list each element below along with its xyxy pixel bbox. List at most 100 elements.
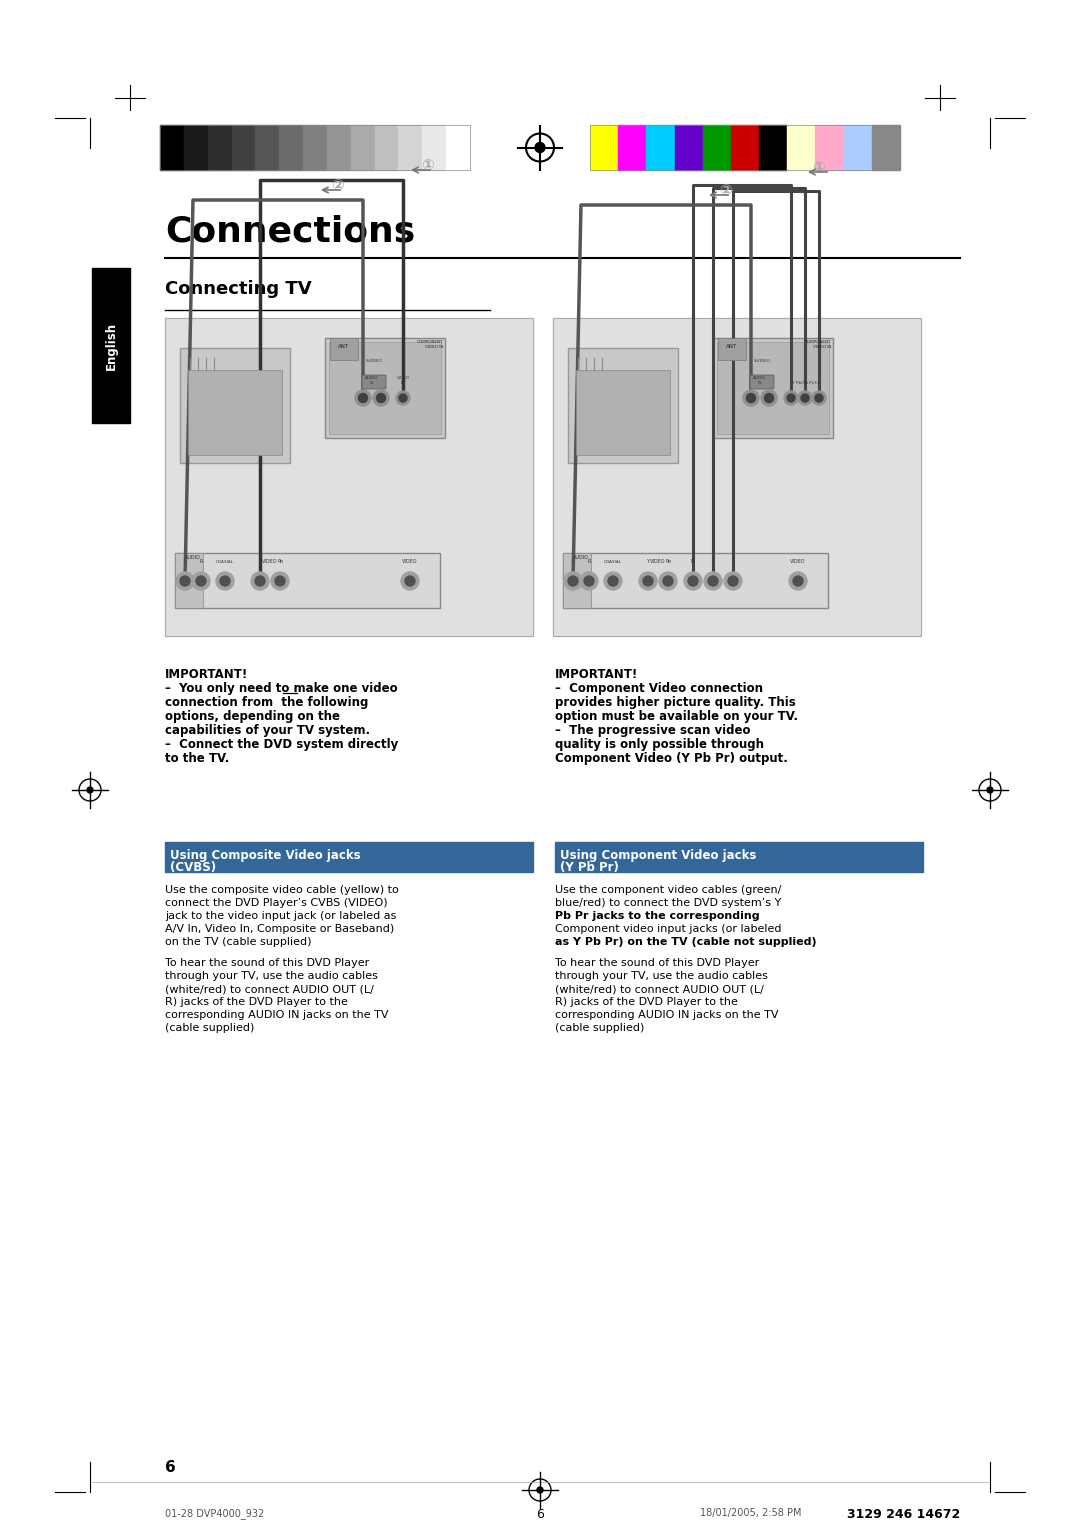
Bar — [165, 318, 534, 636]
Bar — [160, 125, 184, 170]
Circle shape — [580, 571, 598, 590]
Bar — [160, 125, 470, 170]
Circle shape — [608, 576, 618, 587]
Bar — [717, 342, 829, 434]
Circle shape — [798, 391, 812, 405]
Text: ②: ② — [332, 177, 345, 193]
Text: capabilities of your TV system.: capabilities of your TV system. — [165, 724, 370, 736]
Circle shape — [373, 390, 389, 406]
Circle shape — [815, 394, 823, 402]
Circle shape — [684, 571, 702, 590]
Text: ANT: ANT — [727, 344, 738, 348]
Bar — [759, 125, 787, 170]
Text: COAXIAL: COAXIAL — [216, 559, 234, 564]
Bar — [563, 553, 828, 608]
Circle shape — [688, 576, 698, 587]
Bar — [815, 125, 843, 170]
Circle shape — [275, 576, 285, 587]
Circle shape — [787, 394, 795, 402]
Bar — [703, 125, 731, 170]
Bar — [175, 553, 440, 608]
Bar — [92, 267, 130, 423]
Circle shape — [793, 576, 804, 587]
Text: Pb Pr jacks to the corresponding: Pb Pr jacks to the corresponding — [555, 911, 759, 921]
Circle shape — [724, 571, 742, 590]
Circle shape — [359, 394, 367, 402]
Circle shape — [987, 787, 993, 793]
Circle shape — [761, 390, 777, 406]
Circle shape — [87, 787, 93, 793]
Text: English: English — [105, 321, 118, 370]
Bar — [446, 125, 470, 170]
Text: Component Video (Y Pb Pr) output.: Component Video (Y Pb Pr) output. — [555, 752, 788, 766]
Circle shape — [812, 391, 826, 405]
Circle shape — [746, 394, 756, 402]
Text: S-VIDEO: S-VIDEO — [365, 359, 382, 364]
Text: (cable supplied): (cable supplied) — [165, 1024, 255, 1033]
Circle shape — [659, 571, 677, 590]
Text: connection from  the following: connection from the following — [165, 695, 368, 709]
Text: Y: Y — [647, 559, 649, 564]
Text: VIDEO
IN: VIDEO IN — [396, 376, 409, 385]
Text: blue/red) to connect the DVD system’s Y: blue/red) to connect the DVD system’s Y — [555, 898, 781, 908]
Text: VIDEO: VIDEO — [791, 559, 806, 564]
Text: COMPONENT
VIDEO IN: COMPONENT VIDEO IN — [417, 341, 443, 348]
Text: VIDEO: VIDEO — [650, 559, 665, 564]
Circle shape — [405, 576, 415, 587]
Text: ②: ② — [719, 183, 732, 199]
Circle shape — [801, 394, 809, 402]
Circle shape — [176, 571, 194, 590]
Text: options, depending on the: options, depending on the — [165, 711, 340, 723]
Bar — [718, 338, 746, 361]
Text: through your TV, use the audio cables: through your TV, use the audio cables — [555, 970, 768, 981]
Bar — [351, 125, 375, 170]
Circle shape — [568, 576, 578, 587]
Text: ANT: ANT — [338, 344, 350, 348]
Circle shape — [355, 390, 372, 406]
Text: ①: ① — [421, 157, 434, 173]
Circle shape — [192, 571, 210, 590]
Bar — [590, 125, 618, 170]
Text: Use the composite video cable (yellow) to: Use the composite video cable (yellow) t… — [165, 885, 399, 895]
Text: corresponding AUDIO IN jacks on the TV: corresponding AUDIO IN jacks on the TV — [165, 1010, 389, 1021]
Circle shape — [255, 576, 265, 587]
Text: Use the component video cables (green/: Use the component video cables (green/ — [555, 885, 781, 895]
Circle shape — [784, 391, 798, 405]
Text: R) jacks of the DVD Player to the: R) jacks of the DVD Player to the — [165, 996, 348, 1007]
Bar — [303, 125, 327, 170]
Bar — [207, 125, 231, 170]
Bar — [330, 338, 357, 361]
Text: AUDIO
IN: AUDIO IN — [365, 376, 379, 385]
Text: (white/red) to connect AUDIO OUT (L/: (white/red) to connect AUDIO OUT (L/ — [555, 984, 764, 995]
Circle shape — [180, 576, 190, 587]
Bar — [843, 125, 872, 170]
Bar — [675, 125, 703, 170]
Circle shape — [195, 576, 206, 587]
Text: VIDEO: VIDEO — [262, 559, 278, 564]
Text: 3129 246 14672: 3129 246 14672 — [847, 1508, 960, 1520]
FancyBboxPatch shape — [362, 374, 386, 390]
Bar — [280, 125, 303, 170]
Text: Pb: Pb — [276, 559, 283, 564]
Text: S-VIDEO: S-VIDEO — [754, 359, 770, 364]
Bar — [188, 370, 282, 455]
Text: –  Component Video connection: – Component Video connection — [555, 681, 762, 695]
Text: IMPORTANT!: IMPORTANT! — [555, 668, 638, 681]
Text: Using Component Video jacks: Using Component Video jacks — [561, 850, 756, 862]
Text: –  You only need to make one video: – You only need to make one video — [165, 681, 397, 695]
Text: AUDIO
IN: AUDIO IN — [754, 376, 767, 385]
Circle shape — [708, 576, 718, 587]
Circle shape — [396, 391, 410, 405]
Bar — [184, 125, 207, 170]
Bar — [180, 348, 291, 463]
Text: R) jacks of the DVD Player to the: R) jacks of the DVD Player to the — [555, 996, 738, 1007]
Bar — [325, 338, 445, 439]
Circle shape — [639, 571, 657, 590]
Bar — [555, 842, 923, 872]
Bar — [787, 125, 815, 170]
Bar — [713, 338, 833, 439]
Text: R: R — [200, 559, 203, 564]
Text: (Y Pb Pr): (Y Pb Pr) — [561, 860, 619, 874]
Text: Component video input jacks (or labeled: Component video input jacks (or labeled — [555, 924, 782, 934]
Text: as Y Pb Pr) on the TV (cable not supplied): as Y Pb Pr) on the TV (cable not supplie… — [555, 937, 816, 947]
